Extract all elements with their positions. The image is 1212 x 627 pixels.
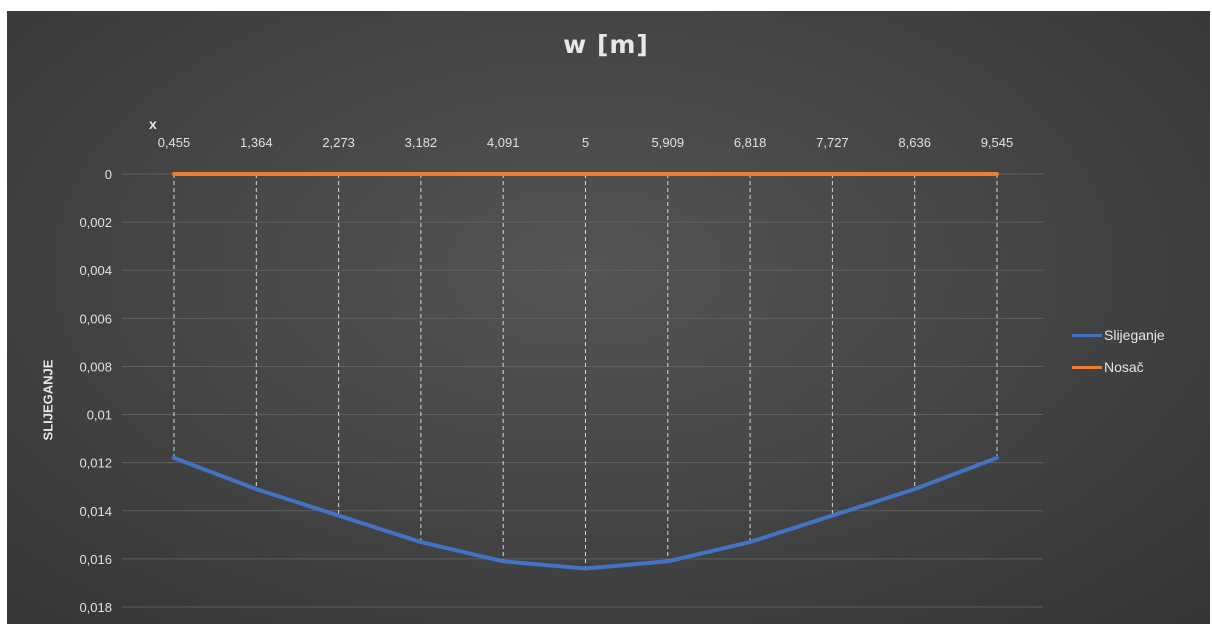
legend-item-slijeganje[interactable]: Slijeganje bbox=[1072, 324, 1165, 346]
y-tick-label: 0,002 bbox=[79, 215, 112, 230]
x-tick-label: 4,091 bbox=[487, 135, 520, 150]
x-tick-label: 8,636 bbox=[898, 135, 931, 150]
legend: Slijeganje Nosač bbox=[1072, 324, 1165, 388]
y-tick-label: 0,012 bbox=[79, 456, 112, 471]
chart-area bbox=[7, 11, 1210, 624]
y-tick-label: 0,01 bbox=[87, 408, 112, 423]
y-tick-label: 0,004 bbox=[79, 263, 112, 278]
series-line-slijeganje bbox=[172, 455, 999, 571]
x-tick-label: 9,545 bbox=[981, 135, 1014, 150]
x-tick-label: 0,455 bbox=[158, 135, 191, 150]
x-tick-label: 7,727 bbox=[816, 135, 849, 150]
x-tick-label: 5 bbox=[582, 135, 589, 150]
legend-swatch-nosac bbox=[1072, 365, 1102, 369]
x-tick-label: 3,182 bbox=[405, 135, 438, 150]
x-tick-label: 6,818 bbox=[734, 135, 767, 150]
y-tick-label: 0,016 bbox=[79, 552, 112, 567]
x-tick-label: 2,273 bbox=[322, 135, 355, 150]
legend-item-nosac[interactable]: Nosač bbox=[1072, 356, 1165, 378]
x-tick-label: 5,909 bbox=[652, 135, 685, 150]
legend-label-nosac: Nosač bbox=[1104, 359, 1144, 375]
chart-title: w [m] bbox=[563, 30, 649, 59]
y-tick-label: 0,018 bbox=[79, 600, 112, 615]
y-tick-label: 0 bbox=[105, 167, 112, 182]
y-axis-label: SLIJEGANJE bbox=[40, 359, 56, 441]
legend-swatch-slijeganje bbox=[1072, 333, 1102, 337]
x-axis-label: x bbox=[149, 116, 157, 132]
y-tick-label: 0,006 bbox=[79, 311, 112, 326]
x-tick-label: 1,364 bbox=[240, 135, 273, 150]
y-tick-label: 0,008 bbox=[79, 359, 112, 374]
y-tick-label: 0,014 bbox=[79, 504, 112, 519]
legend-label-slijeganje: Slijeganje bbox=[1104, 327, 1165, 343]
